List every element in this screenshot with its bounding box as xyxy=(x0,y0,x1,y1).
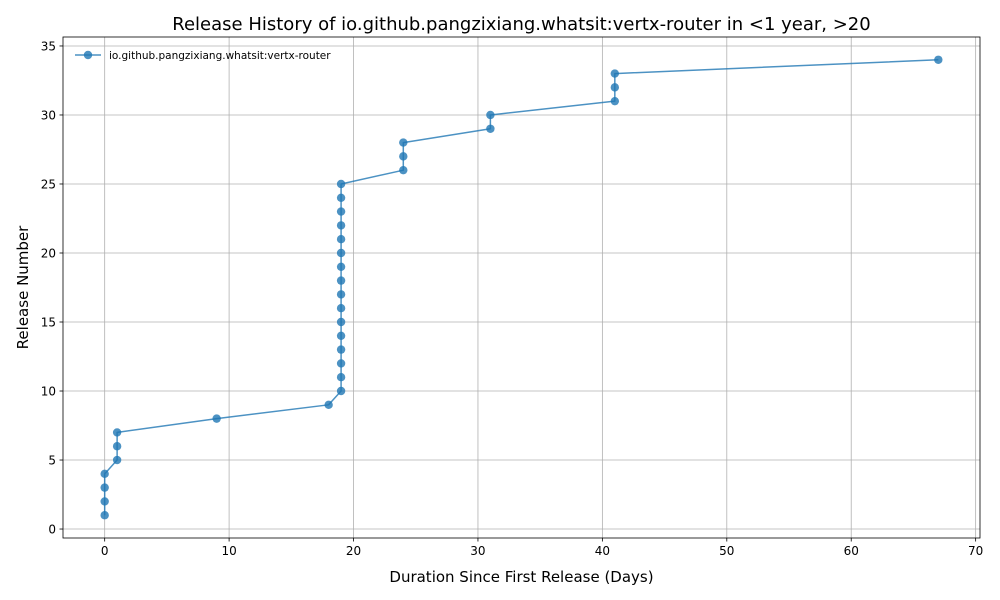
data-point xyxy=(336,221,346,230)
x-axis-title: Duration Since First Release (Days) xyxy=(389,568,653,586)
x-tick-label: 50 xyxy=(719,544,734,558)
data-point xyxy=(112,428,122,437)
y-tick-label: 10 xyxy=(41,384,56,398)
y-axis-title: Release Number xyxy=(14,225,32,349)
legend: io.github.pangzixiang.whatsit:vertx-rout… xyxy=(75,50,331,62)
data-point xyxy=(100,483,109,492)
chart-title: Release History of io.github.pangzixiang… xyxy=(172,14,870,35)
series-line xyxy=(103,59,939,516)
y-tick-label: 35 xyxy=(41,39,56,53)
data-point xyxy=(336,207,346,216)
data-point xyxy=(336,331,346,341)
data-point xyxy=(399,152,408,161)
x-tick-label: 30 xyxy=(470,544,485,558)
data-point xyxy=(336,304,346,313)
data-point xyxy=(336,290,346,299)
x-tick-label: 0 xyxy=(101,544,109,558)
series-layer xyxy=(100,55,943,520)
legend-label: io.github.pangzixiang.whatsit:vertx-rout… xyxy=(109,50,331,62)
data-point xyxy=(336,234,346,244)
data-point xyxy=(100,469,109,479)
data-point xyxy=(399,138,408,147)
plot-area-frame xyxy=(62,36,981,539)
x-tick-label: 70 xyxy=(968,544,983,558)
data-point xyxy=(336,317,346,327)
data-point xyxy=(112,455,122,465)
data-point xyxy=(336,276,346,285)
data-point xyxy=(100,511,109,520)
grid xyxy=(63,37,980,538)
data-point xyxy=(610,83,620,92)
data-point xyxy=(336,193,346,202)
axis-ticks: 0 10 20 30 40 50 60 70 0 5 10 15 20 25 30 35 xyxy=(41,39,984,558)
data-point xyxy=(336,373,346,382)
y-tick-label: 25 xyxy=(41,177,56,191)
data-point xyxy=(336,386,346,396)
data-point xyxy=(112,442,122,451)
data-point xyxy=(486,110,495,120)
data-point xyxy=(486,124,495,133)
data-point xyxy=(610,69,620,78)
x-tick-label: 60 xyxy=(844,544,859,558)
data-point xyxy=(610,96,620,106)
x-tick-label: 20 xyxy=(346,544,361,558)
data-point xyxy=(336,359,346,368)
data-point xyxy=(100,497,109,506)
data-point xyxy=(336,248,346,258)
x-tick-label: 40 xyxy=(595,544,610,558)
x-tick-label: 10 xyxy=(221,544,236,558)
y-tick-label: 15 xyxy=(41,315,56,329)
y-tick-label: 5 xyxy=(48,453,56,467)
data-point xyxy=(324,400,333,410)
data-point xyxy=(399,165,408,175)
data-point xyxy=(336,345,346,354)
legend-marker-swatch xyxy=(83,50,93,60)
y-tick-label: 20 xyxy=(41,246,56,260)
y-tick-label: 30 xyxy=(41,108,56,122)
data-point xyxy=(336,262,346,271)
data-point xyxy=(336,179,346,189)
y-tick-label: 0 xyxy=(48,522,56,536)
data-point xyxy=(934,55,943,64)
data-point xyxy=(212,414,221,423)
